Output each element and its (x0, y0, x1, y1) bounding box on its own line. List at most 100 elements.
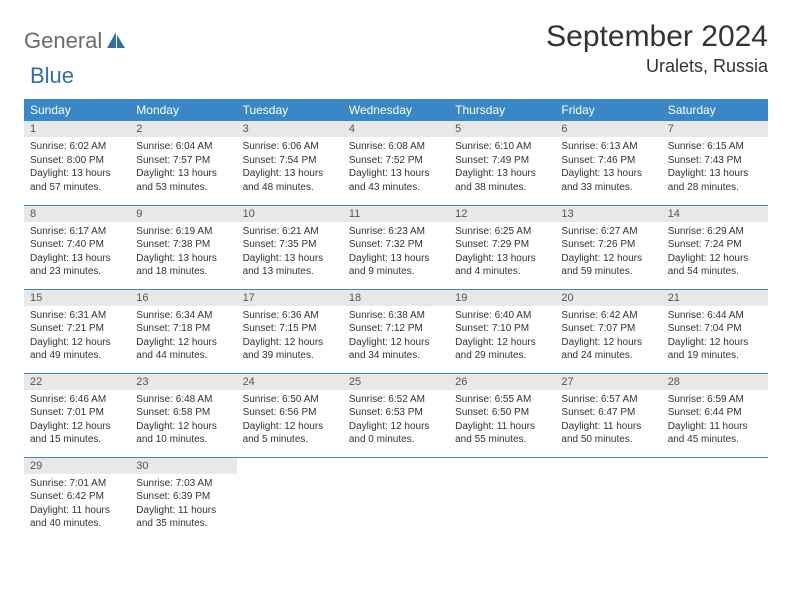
weekday-header: Thursday (449, 99, 555, 121)
daylight-line: Daylight: 13 hours and 38 minutes. (455, 167, 549, 194)
calendar-cell: 29Sunrise: 7:01 AMSunset: 6:42 PMDayligh… (24, 457, 130, 541)
day-number: 28 (662, 374, 768, 390)
calendar-cell: 16Sunrise: 6:34 AMSunset: 7:18 PMDayligh… (130, 289, 236, 373)
calendar-cell: 9Sunrise: 6:19 AMSunset: 7:38 PMDaylight… (130, 205, 236, 289)
daylight-line: Daylight: 12 hours and 10 minutes. (136, 420, 230, 447)
weekday-header-row: Sunday Monday Tuesday Wednesday Thursday… (24, 99, 768, 121)
calendar-row: 8Sunrise: 6:17 AMSunset: 7:40 PMDaylight… (24, 205, 768, 289)
daylight-line: Daylight: 12 hours and 0 minutes. (349, 420, 443, 447)
sunset-line: Sunset: 7:29 PM (455, 238, 549, 252)
calendar-cell: 21Sunrise: 6:44 AMSunset: 7:04 PMDayligh… (662, 289, 768, 373)
day-number: 3 (237, 121, 343, 137)
day-details: Sunrise: 6:13 AMSunset: 7:46 PMDaylight:… (555, 137, 661, 198)
day-details: Sunrise: 6:06 AMSunset: 7:54 PMDaylight:… (237, 137, 343, 198)
sunrise-line: Sunrise: 6:15 AM (668, 140, 762, 154)
daylight-line: Daylight: 12 hours and 44 minutes. (136, 336, 230, 363)
sunset-line: Sunset: 6:53 PM (349, 406, 443, 420)
daylight-line: Daylight: 13 hours and 13 minutes. (243, 252, 337, 279)
daylight-line: Daylight: 12 hours and 19 minutes. (668, 336, 762, 363)
sunset-line: Sunset: 6:44 PM (668, 406, 762, 420)
day-details: Sunrise: 6:34 AMSunset: 7:18 PMDaylight:… (130, 306, 236, 367)
sunrise-line: Sunrise: 6:04 AM (136, 140, 230, 154)
calendar-cell (662, 457, 768, 541)
logo-sail-icon (106, 31, 126, 54)
day-number: 19 (449, 290, 555, 306)
calendar-cell (555, 457, 661, 541)
day-number: 25 (343, 374, 449, 390)
sunset-line: Sunset: 7:52 PM (349, 154, 443, 168)
sunset-line: Sunset: 7:04 PM (668, 322, 762, 336)
calendar-cell: 5Sunrise: 6:10 AMSunset: 7:49 PMDaylight… (449, 121, 555, 205)
sunset-line: Sunset: 7:38 PM (136, 238, 230, 252)
calendar-cell: 7Sunrise: 6:15 AMSunset: 7:43 PMDaylight… (662, 121, 768, 205)
calendar-cell: 8Sunrise: 6:17 AMSunset: 7:40 PMDaylight… (24, 205, 130, 289)
sunset-line: Sunset: 6:58 PM (136, 406, 230, 420)
day-details: Sunrise: 6:59 AMSunset: 6:44 PMDaylight:… (662, 390, 768, 451)
sunset-line: Sunset: 7:32 PM (349, 238, 443, 252)
daylight-line: Daylight: 12 hours and 5 minutes. (243, 420, 337, 447)
daylight-line: Daylight: 12 hours and 59 minutes. (561, 252, 655, 279)
daylight-line: Daylight: 12 hours and 34 minutes. (349, 336, 443, 363)
day-number: 9 (130, 206, 236, 222)
calendar-cell: 23Sunrise: 6:48 AMSunset: 6:58 PMDayligh… (130, 373, 236, 457)
daylight-line: Daylight: 13 hours and 53 minutes. (136, 167, 230, 194)
day-number: 1 (24, 121, 130, 137)
sunrise-line: Sunrise: 6:48 AM (136, 393, 230, 407)
calendar-cell: 13Sunrise: 6:27 AMSunset: 7:26 PMDayligh… (555, 205, 661, 289)
daylight-line: Daylight: 12 hours and 15 minutes. (30, 420, 124, 447)
sunrise-line: Sunrise: 6:46 AM (30, 393, 124, 407)
sunset-line: Sunset: 6:39 PM (136, 490, 230, 504)
calendar-cell: 15Sunrise: 6:31 AMSunset: 7:21 PMDayligh… (24, 289, 130, 373)
sunrise-line: Sunrise: 7:01 AM (30, 477, 124, 491)
calendar-cell: 19Sunrise: 6:40 AMSunset: 7:10 PMDayligh… (449, 289, 555, 373)
sunset-line: Sunset: 7:15 PM (243, 322, 337, 336)
daylight-line: Daylight: 13 hours and 4 minutes. (455, 252, 549, 279)
day-details: Sunrise: 6:48 AMSunset: 6:58 PMDaylight:… (130, 390, 236, 451)
logo-text-2: Blue (30, 63, 74, 89)
day-number: 15 (24, 290, 130, 306)
calendar-cell (449, 457, 555, 541)
calendar-cell: 27Sunrise: 6:57 AMSunset: 6:47 PMDayligh… (555, 373, 661, 457)
calendar-cell: 1Sunrise: 6:02 AMSunset: 8:00 PMDaylight… (24, 121, 130, 205)
daylight-line: Daylight: 13 hours and 18 minutes. (136, 252, 230, 279)
logo-text-1: General (24, 28, 102, 54)
sunrise-line: Sunrise: 6:17 AM (30, 225, 124, 239)
sunset-line: Sunset: 7:01 PM (30, 406, 124, 420)
sunrise-line: Sunrise: 6:23 AM (349, 225, 443, 239)
daylight-line: Daylight: 12 hours and 24 minutes. (561, 336, 655, 363)
day-details: Sunrise: 6:15 AMSunset: 7:43 PMDaylight:… (662, 137, 768, 198)
calendar-row: 15Sunrise: 6:31 AMSunset: 7:21 PMDayligh… (24, 289, 768, 373)
daylight-line: Daylight: 11 hours and 55 minutes. (455, 420, 549, 447)
sunrise-line: Sunrise: 6:44 AM (668, 309, 762, 323)
location: Uralets, Russia (546, 56, 768, 77)
calendar-cell: 10Sunrise: 6:21 AMSunset: 7:35 PMDayligh… (237, 205, 343, 289)
day-details: Sunrise: 6:19 AMSunset: 7:38 PMDaylight:… (130, 222, 236, 283)
sunrise-line: Sunrise: 6:55 AM (455, 393, 549, 407)
day-number: 2 (130, 121, 236, 137)
calendar-cell: 4Sunrise: 6:08 AMSunset: 7:52 PMDaylight… (343, 121, 449, 205)
daylight-line: Daylight: 12 hours and 54 minutes. (668, 252, 762, 279)
day-details: Sunrise: 6:21 AMSunset: 7:35 PMDaylight:… (237, 222, 343, 283)
sunrise-line: Sunrise: 6:19 AM (136, 225, 230, 239)
sunset-line: Sunset: 7:10 PM (455, 322, 549, 336)
day-number: 8 (24, 206, 130, 222)
sunset-line: Sunset: 7:12 PM (349, 322, 443, 336)
calendar-cell: 28Sunrise: 6:59 AMSunset: 6:44 PMDayligh… (662, 373, 768, 457)
sunset-line: Sunset: 7:18 PM (136, 322, 230, 336)
day-details: Sunrise: 6:57 AMSunset: 6:47 PMDaylight:… (555, 390, 661, 451)
sunset-line: Sunset: 7:49 PM (455, 154, 549, 168)
sunset-line: Sunset: 7:54 PM (243, 154, 337, 168)
day-details: Sunrise: 6:27 AMSunset: 7:26 PMDaylight:… (555, 222, 661, 283)
day-number: 20 (555, 290, 661, 306)
sunrise-line: Sunrise: 6:50 AM (243, 393, 337, 407)
sunrise-line: Sunrise: 6:06 AM (243, 140, 337, 154)
sunrise-line: Sunrise: 6:13 AM (561, 140, 655, 154)
calendar-cell: 30Sunrise: 7:03 AMSunset: 6:39 PMDayligh… (130, 457, 236, 541)
sunrise-line: Sunrise: 6:38 AM (349, 309, 443, 323)
sunrise-line: Sunrise: 6:42 AM (561, 309, 655, 323)
calendar-cell (343, 457, 449, 541)
day-details: Sunrise: 6:46 AMSunset: 7:01 PMDaylight:… (24, 390, 130, 451)
sunset-line: Sunset: 7:43 PM (668, 154, 762, 168)
day-details: Sunrise: 6:42 AMSunset: 7:07 PMDaylight:… (555, 306, 661, 367)
sunset-line: Sunset: 7:21 PM (30, 322, 124, 336)
